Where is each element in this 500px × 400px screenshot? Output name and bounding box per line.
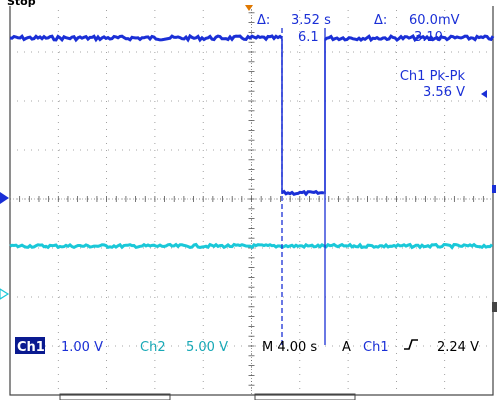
delta-time-symbol: Δ:	[257, 13, 270, 28]
right-edge-marker-1	[492, 185, 496, 193]
cursor-time-readout: 6.1	[298, 30, 319, 45]
trigger-mode: A	[342, 340, 351, 355]
measurement-title: Ch1 Pk-Pk	[400, 69, 466, 84]
ch1-label-box[interactable]	[15, 337, 45, 354]
delta-volt-value: 60.0mV	[409, 13, 460, 28]
status-label: Stop	[7, 0, 36, 8]
delta-volt-symbol: Δ:	[374, 13, 387, 28]
delta-time-value: 3.52 s	[291, 13, 331, 28]
top-header-strip	[0, 0, 500, 6]
ch2-ground-marker[interactable]	[0, 288, 10, 300]
rising-edge-icon	[404, 339, 418, 350]
bottom-tab-right	[254, 393, 356, 400]
cursor-volt-readout: 3.10	[414, 30, 443, 45]
ch1-scale: 1.00 V	[61, 340, 103, 355]
ch2-label[interactable]: Ch2	[140, 340, 166, 355]
right-edge-marker-2	[492, 302, 497, 312]
timebase-readout: M 4.00 s	[262, 340, 317, 355]
graticule-grid	[9, 2, 493, 395]
ch2-scale: 5.00 V	[186, 340, 228, 355]
ch1-label[interactable]: Ch1	[17, 340, 45, 355]
trigger-position-marker[interactable]	[245, 5, 253, 11]
ch1-ground-marker[interactable]	[0, 192, 9, 204]
trigger-level: 2.24 V	[437, 340, 479, 355]
trigger-source: Ch1	[363, 340, 389, 355]
bottom-tab-left	[59, 393, 171, 400]
measurement-value: 3.56 V	[423, 85, 465, 100]
measurement-pointer-icon	[481, 90, 487, 98]
ch1-trace	[9, 33, 495, 197]
ch2-trace	[9, 242, 494, 250]
